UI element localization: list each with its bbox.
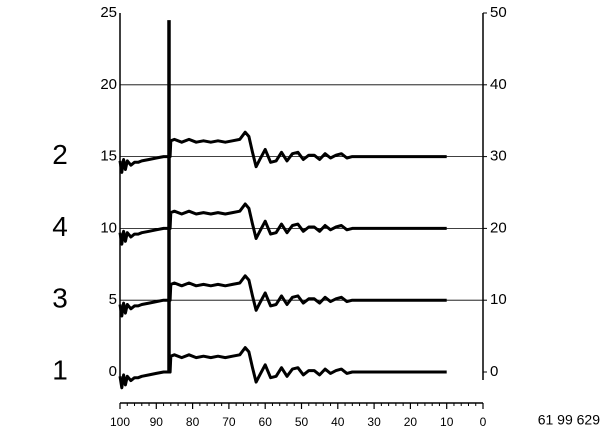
trace-label: 3 bbox=[52, 283, 68, 314]
x-tick-label: 80 bbox=[186, 415, 200, 429]
y-tick-label: 15 bbox=[100, 148, 117, 165]
x-tick-label: 70 bbox=[222, 415, 236, 429]
y-tick-label: 0 bbox=[109, 363, 117, 380]
y2-tick-label: 50 bbox=[490, 4, 507, 21]
y2-tick-label: 20 bbox=[490, 219, 507, 236]
y-tick-label: 25 bbox=[100, 4, 117, 21]
x-tick-label: 20 bbox=[404, 415, 418, 429]
x-tick-label: 100 bbox=[110, 415, 130, 429]
x-tick-label: 60 bbox=[259, 415, 273, 429]
trace bbox=[118, 130, 447, 174]
x-tick-label: 10 bbox=[440, 415, 454, 429]
x-tick-label: 0 bbox=[480, 415, 487, 429]
trace-label: 4 bbox=[52, 211, 68, 242]
trace bbox=[118, 346, 447, 390]
trace bbox=[118, 202, 447, 246]
x-tick-label: 40 bbox=[331, 415, 345, 429]
trace-label: 2 bbox=[52, 139, 68, 170]
trace-label: 1 bbox=[52, 354, 68, 385]
x-tick-label: 90 bbox=[150, 415, 164, 429]
y-tick-label: 10 bbox=[100, 219, 117, 236]
x-tick-label: 50 bbox=[295, 415, 309, 429]
x-tick-label: 30 bbox=[367, 415, 381, 429]
figure-id: 61 99 629 bbox=[538, 412, 600, 428]
trace bbox=[118, 274, 447, 318]
y2-tick-label: 30 bbox=[490, 148, 507, 165]
y2-tick-label: 40 bbox=[490, 76, 507, 93]
y2-tick-label: 0 bbox=[490, 363, 498, 380]
y-tick-label: 20 bbox=[100, 76, 117, 93]
y2-tick-label: 10 bbox=[490, 291, 507, 308]
y-tick-label: 5 bbox=[109, 291, 117, 308]
